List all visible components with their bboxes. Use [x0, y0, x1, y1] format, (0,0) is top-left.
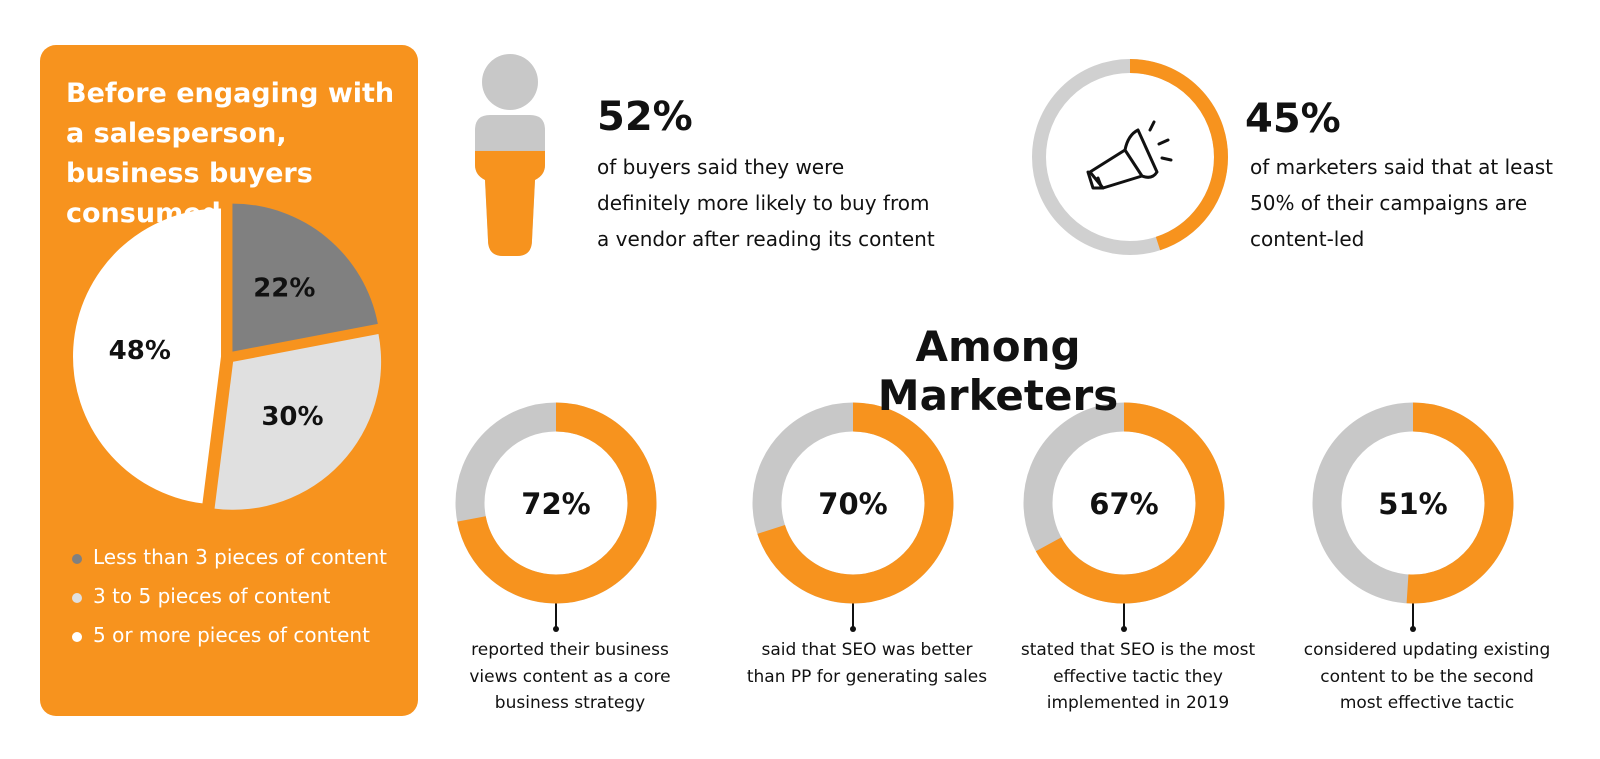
donut-arc [455, 402, 657, 604]
figure-fill [475, 150, 545, 256]
donut-label: 70% [818, 487, 887, 521]
donut-label: 72% [521, 487, 590, 521]
pie-slice [214, 334, 382, 510]
pie-slice [232, 203, 378, 352]
donut-label: 67% [1089, 487, 1158, 521]
pie-title: Before engaging with a salesperson, busi… [66, 78, 395, 229]
legend-label: 5 or more pieces of content [93, 623, 370, 647]
donut-arc [1032, 59, 1228, 255]
donut-label: 51% [1378, 487, 1447, 521]
connector-dot [1121, 626, 1127, 632]
donut-arc [1023, 402, 1225, 604]
legend-label: Less than 3 pieces of content [93, 545, 388, 569]
megaphone-icon [1086, 120, 1173, 190]
connector-dot [1410, 626, 1416, 632]
donut-caption: stated that SEO is the most effective ta… [1020, 640, 1256, 713]
panel [40, 45, 418, 716]
figure-head [482, 54, 538, 110]
stat-caption: of buyers said they were definitely more… [597, 155, 935, 251]
pie-slice [73, 208, 222, 504]
legend-marker [72, 632, 82, 642]
slice-label: 48% [109, 336, 171, 366]
slice-label: 30% [261, 402, 323, 432]
legend-label: 3 to 5 pieces of content [93, 584, 331, 608]
connector-dot [553, 626, 559, 632]
stat-caption: of marketers said that at least 50% of t… [1250, 155, 1554, 251]
slice-label: 22% [253, 273, 315, 303]
donut-arc [1312, 402, 1514, 604]
donut-caption: considered updating existing content to … [1303, 640, 1551, 713]
stat-value: 45% [1245, 96, 1341, 142]
donut-caption: said that SEO was better than PP for gen… [746, 640, 988, 687]
donut-arc [752, 402, 954, 604]
legend-marker [72, 593, 82, 603]
legend-marker [72, 554, 82, 564]
connector-dot [850, 626, 856, 632]
stat-value: 52% [597, 94, 693, 140]
section-title: Among Marketers [877, 322, 1119, 420]
donut-caption: reported their business views content as… [469, 640, 671, 713]
